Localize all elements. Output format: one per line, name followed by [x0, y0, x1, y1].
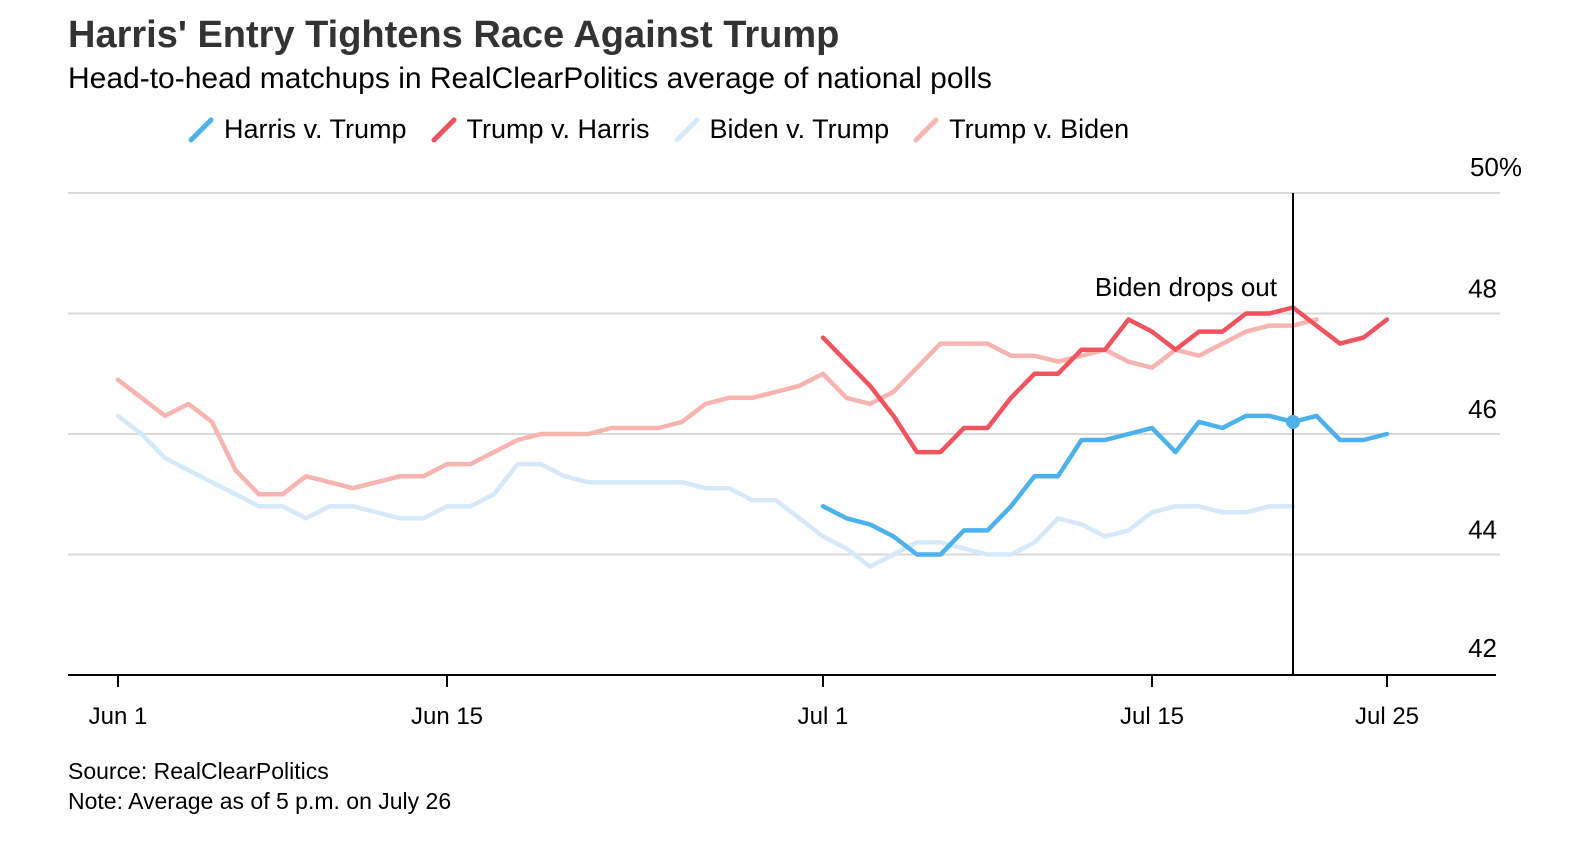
legend-item: Trump v. Biden [913, 114, 1129, 145]
legend-swatch-icon [431, 117, 457, 142]
x-tick-label: Jul 15 [1120, 703, 1184, 730]
annotation-marker [1286, 414, 1300, 429]
legend-label: Harris v. Trump [224, 114, 407, 144]
y-tick-label: 44 [1468, 515, 1497, 545]
legend-item: Harris v. Trump [188, 114, 407, 145]
annotation-label: Biden drops out [1095, 272, 1278, 302]
source-note: Source: RealClearPolitics [68, 758, 329, 784]
series-line-biden-v-trump [115, 413, 1296, 569]
y-tick-label: 48 [1468, 274, 1497, 304]
y-tick-label: 50% [1470, 152, 1522, 182]
series-line-trump-v-biden [115, 317, 1319, 497]
legend-item: Biden v. Trump [674, 114, 890, 145]
legend-label: Trump v. Biden [949, 114, 1130, 144]
legend-swatch-icon [188, 117, 214, 142]
y-tick-label: 42 [1468, 633, 1497, 663]
legend-label: Trump v. Harris [466, 114, 650, 144]
chart-subtitle: Head-to-head matchups in RealClearPoliti… [68, 62, 992, 95]
y-tick-label: 46 [1468, 394, 1497, 424]
x-tick-label: Jul 1 [798, 703, 849, 730]
chart-legend: Harris v. Trump Trump v. Harris Biden v. T… [188, 114, 1129, 145]
chart-title: Harris' Entry Tightens Race Against Trum… [68, 14, 840, 56]
legend-item: Trump v. Harris [431, 114, 650, 145]
x-tick-label: Jun 1 [89, 703, 148, 730]
footnote: Note: Average as of 5 p.m. on July 26 [68, 788, 452, 814]
x-tick-label: Jun 15 [411, 703, 483, 730]
x-tick-label: Jul 25 [1355, 703, 1419, 730]
legend-swatch-icon [913, 117, 939, 142]
legend-label: Biden v. Trump [709, 114, 890, 144]
legend-swatch-icon [674, 117, 700, 142]
